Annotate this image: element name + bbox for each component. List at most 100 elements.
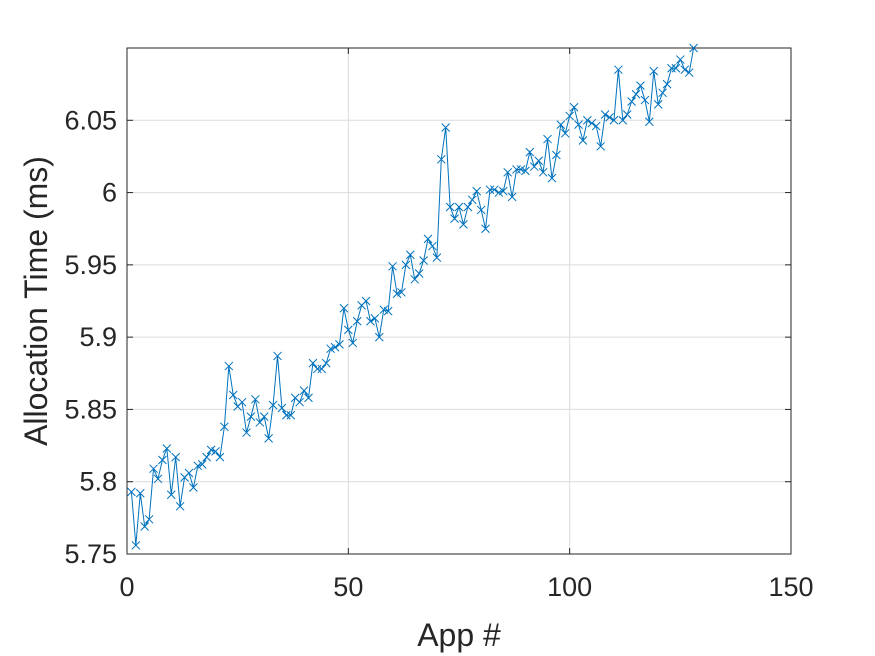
data-point-marker	[591, 121, 601, 131]
data-point-marker	[428, 241, 437, 251]
data-point-marker	[658, 88, 667, 98]
data-point-marker	[459, 220, 468, 229]
data-point-marker	[680, 65, 690, 75]
data-point-marker	[574, 120, 583, 129]
data-point-marker	[335, 340, 344, 349]
y-tick-label: 6.05	[64, 105, 117, 135]
data-point-marker	[228, 390, 238, 400]
data-point-marker	[507, 192, 517, 202]
data-point-marker	[622, 110, 632, 119]
data-point-marker	[445, 202, 455, 212]
data-point-marker	[640, 95, 650, 105]
data-point-marker	[304, 393, 313, 403]
data-point-marker	[127, 487, 136, 497]
data-point-marker	[348, 338, 358, 348]
data-point-marker	[299, 386, 309, 395]
data-point-marker	[684, 68, 694, 77]
data-point-marker	[202, 452, 212, 462]
data-point-marker	[220, 422, 229, 432]
data-point-marker	[286, 410, 296, 420]
x-tick-label: 100	[547, 572, 592, 602]
data-point-marker	[330, 342, 340, 352]
data-point-marker	[605, 113, 614, 122]
data-point-marker	[140, 522, 150, 531]
axis-ticks	[126, 48, 792, 555]
data-point-marker	[312, 364, 322, 374]
x-tick-label: 150	[768, 572, 813, 602]
data-point-marker	[277, 403, 287, 413]
data-point-marker	[653, 100, 663, 109]
data-point-marker	[273, 351, 282, 361]
data-point-marker	[490, 185, 499, 195]
data-point-marker	[538, 167, 548, 177]
y-axis-label: Allocation Time (ms)	[18, 156, 54, 446]
data-point-marker	[534, 156, 544, 166]
data-point-marker	[295, 397, 304, 407]
data-point-marker	[560, 128, 570, 138]
data-point-marker	[184, 468, 194, 478]
y-tick-label: 5.85	[64, 394, 117, 424]
data-point-marker	[268, 400, 278, 410]
x-tick-label: 0	[119, 572, 134, 602]
data-point-marker	[503, 167, 513, 177]
data-point-marker	[366, 316, 375, 326]
data-point-marker	[189, 483, 198, 492]
data-point-marker	[671, 63, 681, 73]
data-point-marker	[618, 115, 628, 125]
data-point-marker	[644, 117, 654, 127]
data-point-marker	[521, 166, 530, 176]
data-point-marker	[454, 202, 464, 212]
data-point-marker	[259, 412, 269, 422]
data-point-marker	[131, 540, 141, 550]
data-point-marker	[158, 455, 167, 465]
x-tick-label: 50	[333, 572, 363, 602]
data-point-marker	[512, 165, 521, 174]
data-point-marker	[631, 89, 641, 99]
data-point-marker	[498, 186, 508, 196]
data-point-marker	[352, 316, 362, 326]
data-point-marker	[251, 394, 260, 404]
data-point-marker	[308, 358, 318, 368]
data-point-marker	[556, 120, 566, 129]
data-point-marker	[614, 65, 623, 75]
plot-area	[126, 47, 792, 555]
data-point-marker	[211, 447, 220, 456]
data-point-marker	[339, 303, 349, 313]
data-point-marker	[485, 185, 495, 195]
grid-lines	[126, 48, 792, 555]
data-point-marker	[321, 358, 331, 368]
data-point-marker	[529, 162, 539, 171]
data-series	[127, 43, 698, 550]
data-point-marker	[317, 364, 327, 374]
data-point-marker	[667, 63, 676, 73]
data-point-marker	[401, 260, 411, 270]
data-point-marker	[135, 488, 145, 498]
data-point-marker	[569, 102, 579, 112]
data-point-marker	[552, 150, 561, 160]
data-point-marker	[374, 332, 384, 342]
data-point-marker	[525, 147, 535, 157]
data-point-marker	[410, 274, 420, 284]
data-point-marker	[264, 433, 274, 443]
data-point-marker	[662, 79, 672, 89]
data-point-marker	[450, 214, 459, 223]
data-point-marker	[583, 115, 592, 125]
data-point-marker	[675, 55, 685, 64]
data-point-marker	[162, 444, 172, 453]
data-point-marker	[246, 412, 256, 422]
data-point-marker	[609, 115, 619, 125]
data-point-marker	[388, 261, 397, 271]
y-tick-label: 5.8	[79, 467, 117, 497]
y-tick-label: 5.75	[64, 539, 117, 569]
data-point-marker	[636, 81, 645, 90]
data-point-marker	[436, 154, 446, 164]
y-tick-label: 5.95	[64, 250, 117, 280]
data-point-marker	[215, 452, 225, 462]
data-point-marker	[432, 253, 442, 262]
data-point-marker	[171, 452, 181, 462]
data-point-marker	[414, 269, 424, 278]
data-point-marker	[383, 306, 393, 316]
y-tick-label: 6	[102, 178, 117, 208]
data-point-marker	[481, 224, 490, 234]
data-point-marker	[166, 490, 176, 500]
